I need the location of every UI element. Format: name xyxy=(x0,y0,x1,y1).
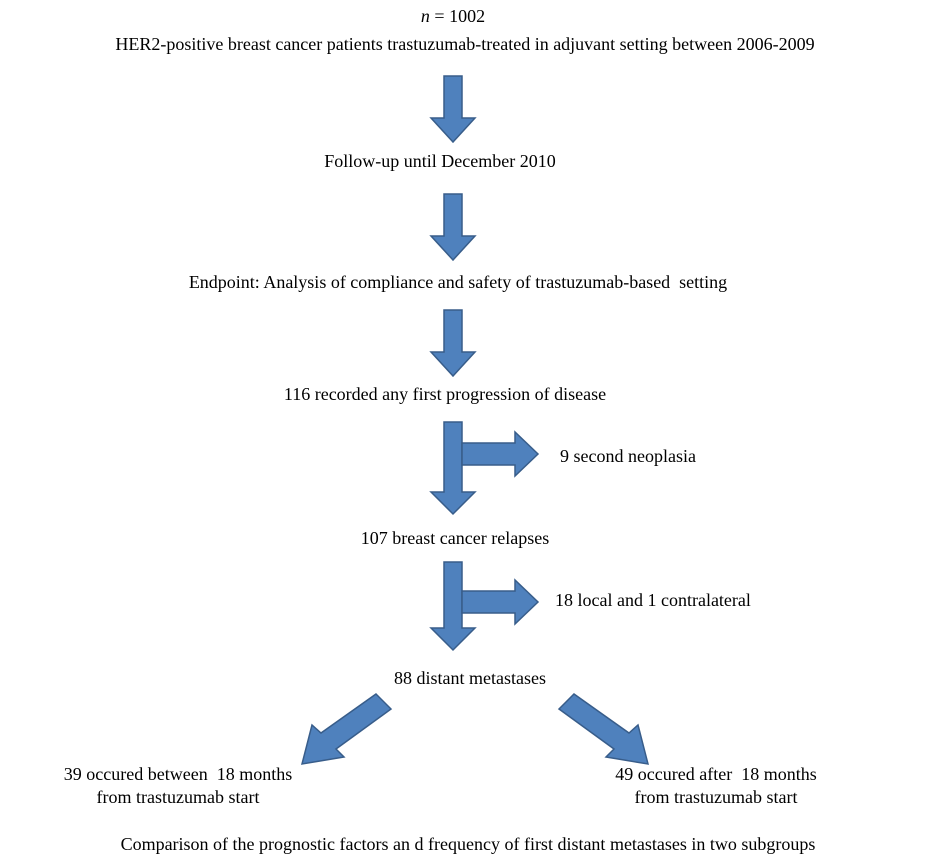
diagonal-arrow xyxy=(300,693,393,765)
node: 107 breast cancer relapses xyxy=(361,528,549,548)
down-arrow xyxy=(429,421,477,516)
population: HER2-positive breast cancer patients tra… xyxy=(115,34,814,54)
subgroup-line: from trastuzumab start xyxy=(635,787,798,807)
subgroup-line: 49 occured after 18 months xyxy=(615,764,816,784)
node: 18 local and 1 contralateral xyxy=(555,590,751,610)
n-value: = 1002 xyxy=(430,6,485,26)
sample-size: n = 1002 xyxy=(421,6,485,26)
node: 116 recorded any first progression of di… xyxy=(284,384,606,404)
node: Endpoint: Analysis of compliance and saf… xyxy=(189,272,727,292)
subgroup-line: 39 occured between 18 months xyxy=(64,764,292,784)
down-arrow xyxy=(429,309,477,378)
node: 9 second neoplasia xyxy=(560,446,696,466)
diagonal-arrow xyxy=(557,693,650,765)
down-arrow xyxy=(429,561,477,652)
node: 88 distant metastases xyxy=(394,668,546,688)
branch-arrow xyxy=(461,578,540,626)
subgroup-line: from trastuzumab start xyxy=(97,787,260,807)
down-arrow xyxy=(429,75,477,144)
footer: Comparison of the prognostic factors an … xyxy=(121,834,816,854)
n-symbol: n xyxy=(421,6,430,26)
node: Follow-up until December 2010 xyxy=(324,151,555,171)
down-arrow xyxy=(429,193,477,262)
branch-arrow xyxy=(461,430,540,478)
